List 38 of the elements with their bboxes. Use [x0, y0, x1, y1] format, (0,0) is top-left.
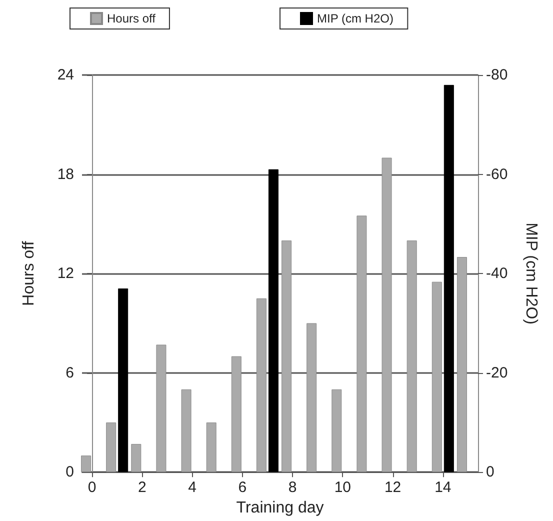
- y2-axis-title: MIP (cm H2O): [522, 222, 540, 325]
- y2-tick-label: -40: [486, 265, 508, 282]
- x-tick-label: 4: [188, 479, 196, 496]
- x-tick-label: 14: [434, 479, 452, 496]
- y-tick-label: 0: [66, 464, 74, 481]
- y-axis-title: Hours off: [20, 240, 38, 306]
- legend-label: Hours off: [107, 12, 156, 26]
- legend-label: MIP (cm H2O): [317, 12, 394, 26]
- bar: [231, 356, 242, 472]
- bar: [181, 389, 192, 472]
- y2-tick-label: 0: [486, 464, 494, 481]
- bar: [156, 344, 166, 472]
- x-tick-label: 8: [288, 479, 297, 496]
- bar: [356, 216, 367, 472]
- x-tick-label: 10: [334, 479, 351, 496]
- x-tick-label: 6: [238, 479, 247, 496]
- x-tick-label: 0: [88, 479, 96, 496]
- x-tick-label: 12: [384, 479, 402, 496]
- bar: [206, 422, 216, 472]
- bar: [332, 389, 342, 472]
- x-axis-title: Training day: [236, 500, 324, 516]
- y-tick-label: 6: [66, 364, 74, 382]
- bar: [432, 282, 442, 472]
- x-tick-label: 2: [138, 479, 146, 496]
- bar: [456, 257, 467, 472]
- bar: [131, 444, 142, 472]
- bar: [306, 323, 317, 472]
- y-tick-label: 24: [57, 66, 74, 84]
- bar: [382, 158, 392, 472]
- bar: [256, 298, 266, 472]
- y2-tick-label: -20: [486, 364, 508, 382]
- y-tick-label: 18: [57, 166, 74, 183]
- bar: [282, 240, 292, 472]
- y2-tick-label: -80: [486, 66, 508, 84]
- bar: [406, 240, 417, 472]
- bar: [106, 422, 116, 472]
- y-tick-label: 12: [57, 265, 74, 282]
- y2-tick-label: -60: [486, 166, 508, 183]
